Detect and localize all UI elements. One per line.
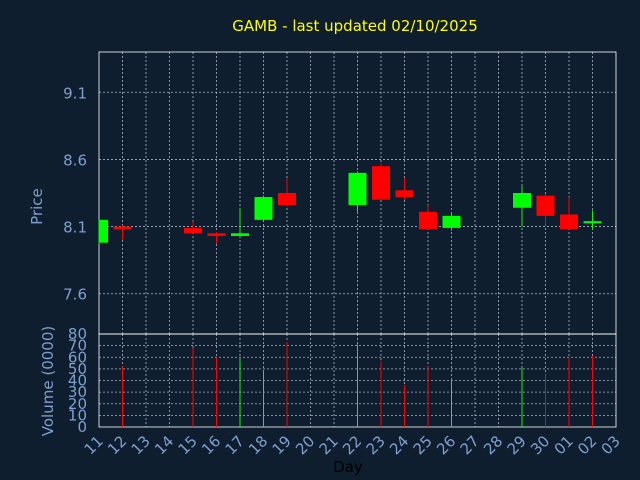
- candle-body: [372, 166, 390, 200]
- volume-tick-label: 70: [68, 337, 87, 355]
- volume-tick-label: 60: [68, 348, 87, 366]
- x-tick-label: 23: [363, 432, 389, 458]
- volume-tick-label: 40: [68, 372, 87, 390]
- x-tick-label: 02: [574, 432, 600, 458]
- candle-body: [231, 233, 249, 236]
- chart-title: GAMB - last updated 02/10/2025: [232, 17, 478, 35]
- candle-body: [583, 221, 602, 224]
- candle-body: [513, 193, 531, 208]
- x-axis-label: Day: [333, 458, 363, 476]
- x-tick-label: 21: [316, 432, 342, 458]
- price-tick-label: 8.1: [63, 219, 87, 237]
- candle-body: [560, 214, 578, 230]
- candle-body: [348, 172, 367, 206]
- x-tick-label: 20: [292, 432, 318, 458]
- x-tick-label: 25: [410, 432, 436, 458]
- candle-body: [395, 190, 414, 198]
- candle-body: [419, 211, 437, 230]
- price-tick-label: 8.6: [63, 151, 87, 169]
- price-axis-label: Price: [28, 188, 46, 225]
- x-tick-label: 18: [245, 432, 271, 458]
- volume-tick-label: 50: [68, 360, 87, 378]
- volume-tick-label: 30: [68, 383, 87, 401]
- x-tick-label: 29: [504, 432, 530, 458]
- candle-body: [113, 226, 132, 230]
- x-tick-label: 12: [104, 432, 130, 458]
- x-tick-label: 15: [175, 432, 201, 458]
- candle-body: [536, 195, 555, 216]
- volume-tick-label: 20: [68, 395, 87, 413]
- x-tick-label: 16: [198, 432, 224, 458]
- x-tick-label: 11: [81, 432, 107, 458]
- price-tick-label: 7.6: [63, 286, 87, 304]
- volume-axis-label: Volume (0000): [39, 326, 57, 436]
- volume-tick-label: 0: [77, 418, 87, 436]
- x-tick-label: 03: [598, 432, 624, 458]
- candle-body: [442, 215, 461, 228]
- x-tick-label: 14: [151, 432, 177, 458]
- candle-body: [184, 227, 202, 234]
- x-tick-label: 26: [433, 432, 459, 458]
- candle-body: [99, 219, 108, 243]
- candle-body: [278, 193, 296, 206]
- candle-body: [207, 233, 226, 236]
- x-tick-label: 13: [128, 432, 154, 458]
- x-tick-label: 30: [527, 432, 553, 458]
- candle-body: [254, 197, 273, 220]
- x-tick-label: 01: [551, 432, 577, 458]
- x-tick-label: 22: [339, 432, 365, 458]
- x-tick-label: 17: [222, 432, 248, 458]
- volume-tick-label: 80: [68, 325, 87, 343]
- x-tick-label: 28: [480, 432, 506, 458]
- price-tick-label: 9.1: [63, 84, 87, 102]
- x-tick-label: 24: [386, 432, 412, 458]
- x-tick-label: 27: [457, 432, 483, 458]
- volume-tick-label: 10: [68, 406, 87, 424]
- x-tick-label: 19: [269, 432, 295, 458]
